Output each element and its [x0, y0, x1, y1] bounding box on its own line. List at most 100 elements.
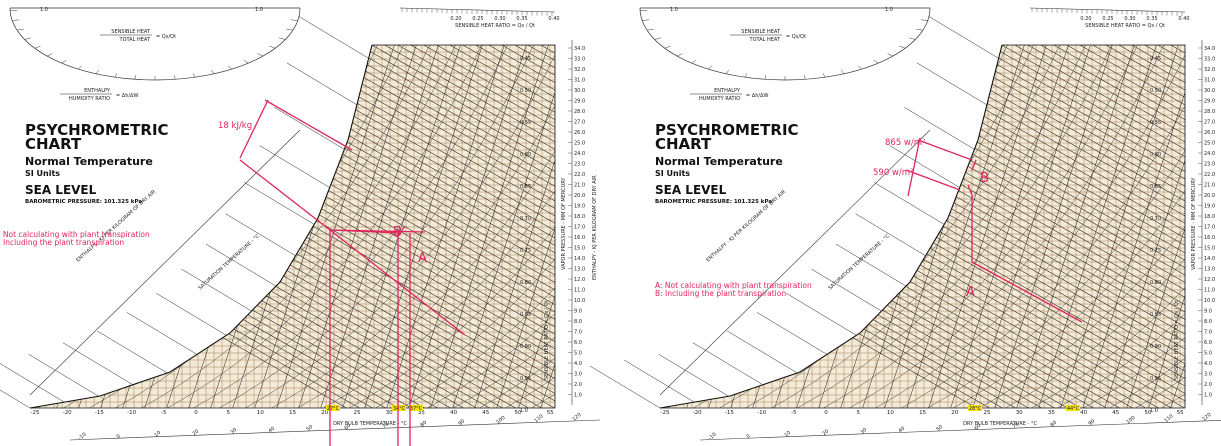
vapor-tick-label: 34.0: [1204, 46, 1215, 52]
highlight-label: 27°C: [327, 406, 340, 412]
x-tick-label: 0: [194, 410, 198, 416]
protractor-tick: [909, 38, 915, 40]
enthalpy-tick-label: 80: [419, 420, 428, 429]
shr-side-label: 0.50: [520, 88, 531, 94]
x-tick-label: 40: [450, 410, 457, 416]
vapor-tick-label: 3.0: [574, 372, 582, 378]
units: SI Units: [655, 169, 690, 178]
enthalpy-tick-label: 0: [745, 433, 751, 440]
vapor-axis-label: VAPOR PRESSURE - MM OF MERCURY: [1191, 177, 1197, 270]
shr-top-label: 0.35: [516, 16, 527, 22]
shr-side-label: 0.45: [1150, 56, 1161, 62]
vapor-tick-label: 20.0: [574, 193, 585, 199]
vapor-tick-label: 33.0: [1204, 57, 1215, 63]
volume-line: [540, 40, 660, 410]
vapor-tick-label: 27.0: [1204, 120, 1215, 126]
vapor-tick-label: 11.0: [574, 288, 585, 294]
enthalpy-line: [917, 63, 987, 105]
protractor-tick: [921, 20, 928, 21]
enthalpy-tick-label: 80: [1049, 420, 1058, 429]
vapor-tick-label: 15.0: [1204, 246, 1215, 252]
enthalpy-tick-label: 120: [571, 412, 582, 423]
vapor-tick-label: 2.0: [1204, 382, 1212, 388]
enthalpy-numerator: ENTHALPY: [84, 88, 111, 94]
enthalpy-tick-label: 20: [821, 428, 830, 437]
protractor-tick: [665, 46, 671, 48]
protractor: [640, 8, 930, 80]
protractor-tick: [765, 75, 766, 79]
enthalpy-line: [156, 293, 226, 335]
protractor-tick: [647, 29, 654, 30]
enthalpy-tick-label: 100: [1125, 415, 1136, 426]
vapor-tick-label: 34.0: [574, 46, 585, 52]
annotation: 865 w/m²: [885, 138, 925, 148]
units: SI Units: [25, 169, 60, 178]
shr-top-scale: [1030, 8, 1185, 12]
vapor-tick-label: 3.0: [1204, 372, 1212, 378]
vapor-tick-label: 10.0: [1204, 298, 1215, 304]
enthalpy-tick-label: 100: [495, 415, 506, 426]
volume-line: [584, 40, 704, 410]
x-tick-label: 30: [1016, 410, 1023, 416]
protractor-tick: [841, 70, 844, 74]
vapor-tick-label: 2.0: [574, 382, 582, 388]
vapor-tick-label: 13.0: [1204, 267, 1215, 273]
title: CHART: [25, 135, 82, 153]
shr-equation: = Qs/Qt: [786, 34, 806, 40]
enthalpy-line: [624, 360, 694, 402]
shr-top-scale: [400, 8, 555, 12]
shr-top-label: 0.35: [1146, 16, 1157, 22]
x-tick-label: -10: [127, 410, 136, 416]
vapor-tick-label: 12.0: [1204, 277, 1215, 283]
shr-side-label: 0.60: [1150, 152, 1161, 158]
vapor-tick-label: 29.0: [574, 99, 585, 105]
vapor-tick-label: 1.0: [1204, 393, 1212, 399]
shr-top-label: 0.40: [1178, 16, 1189, 22]
protractor-tick: [47, 54, 52, 57]
shr-side-label: 1.0: [520, 408, 528, 414]
vapor-tick-label: 26.0: [1204, 130, 1215, 136]
vapor-tick-label: 10.0: [574, 298, 585, 304]
protractor-tick: [115, 73, 117, 77]
vapor-tick-label: 7.0: [574, 330, 582, 336]
vapor-tick-label: 18.0: [1204, 214, 1215, 220]
enthalpy-line: [856, 214, 926, 256]
vapor-tick-label: 5.0: [574, 351, 582, 357]
protractor-tick: [174, 75, 175, 79]
shr-side-label: 0.45: [520, 56, 531, 62]
shr-top-label: 0.30: [494, 16, 505, 22]
enthalpy-line: [97, 331, 167, 373]
x-axis-label: DRY BULB TEMPERATURE - °C: [963, 421, 1037, 427]
volume-line: [0, 40, 44, 410]
enthalpy-line: [590, 366, 660, 408]
volume-line: [0, 40, 66, 410]
shr-side-label: 0.65: [520, 184, 531, 190]
enthalpy-equation: = Δh/ΔW: [746, 93, 768, 99]
vapor-tick-label: 33.0: [574, 57, 585, 63]
enthalpy-denominator: HUMIDITY RATIO: [69, 96, 110, 102]
protractor-tick: [228, 66, 232, 69]
shr-side-title: SENSIBLE HEAT RATIO = Qs / Qt: [1174, 300, 1180, 380]
enthalpy-line: [127, 312, 197, 354]
vapor-tick-label: 16.0: [574, 235, 585, 241]
shr-side-label: 0.90: [520, 344, 531, 350]
protractor-end: 1.0: [40, 7, 48, 13]
x-tick-label: 0: [824, 410, 828, 416]
protractor-tick: [888, 54, 893, 57]
vapor-tick-label: 32.0: [1204, 67, 1215, 73]
enthalpy-numerator: ENTHALPY: [714, 88, 741, 94]
enthalpy-tick-label: 20: [191, 428, 200, 437]
vapor-tick-label: 24.0: [1204, 151, 1215, 157]
x-axis-label: DRY BULB TEMPERATURE - °C: [333, 421, 407, 427]
enthalpy-tick-label: 0: [115, 433, 121, 440]
subtitle: Normal Temperature: [655, 155, 783, 168]
protractor-tick: [286, 29, 293, 30]
vapor-tick-label: 24.0: [574, 151, 585, 157]
shr-side-label: 0.80: [520, 280, 531, 286]
legend-entry: B: Including the plant transpiration: [0, 238, 124, 247]
x-tick-label: -15: [95, 410, 104, 416]
x-tick-label: 40: [1080, 410, 1087, 416]
protractor-tick: [12, 20, 19, 21]
vapor-tick-label: 18.0: [574, 214, 585, 220]
enthalpy-tick-label: 30: [229, 427, 238, 436]
